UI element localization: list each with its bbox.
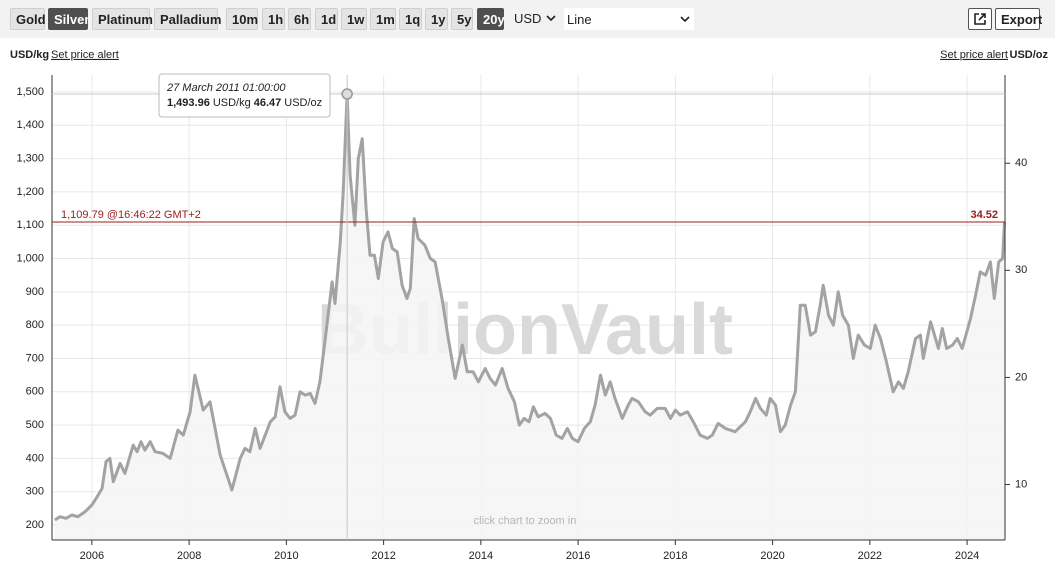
y-tick-label: 1,300: [16, 153, 44, 165]
tooltip-part: USD/oz: [284, 97, 322, 109]
y2-tick-label: 30: [1015, 264, 1027, 276]
y-tick-label: 1,400: [16, 119, 44, 131]
y-tick-label: 800: [26, 319, 44, 331]
left-unit: USD/kg: [10, 49, 49, 61]
y2-tick-label: 10: [1015, 478, 1027, 490]
currency-select[interactable]: USD: [513, 8, 559, 30]
x-tick-label: 2020: [760, 550, 784, 562]
x-tick-label: 2014: [469, 550, 493, 562]
metal-button[interactable]: Palladium: [154, 8, 221, 30]
zoom-hint: click chart to zoom in: [474, 515, 577, 527]
y-tick-label: 1,000: [16, 252, 44, 264]
range-button[interactable]: 10m: [226, 8, 258, 30]
y2-tick-label: 40: [1015, 157, 1027, 169]
range-button[interactable]: 20y: [477, 8, 505, 30]
y-tick-label: 1,200: [16, 186, 44, 198]
y-tick-label: 500: [26, 419, 44, 431]
open-external-button[interactable]: [968, 8, 992, 30]
right-unit: USD/oz: [1010, 49, 1049, 61]
area: [54, 94, 1005, 540]
x-tick-label: 2018: [663, 550, 687, 562]
x-tick-label: 2010: [274, 550, 298, 562]
metal-button[interactable]: Gold: [10, 8, 46, 30]
tooltip-part: 1,493.96: [167, 97, 210, 109]
price-alert-link[interactable]: Set price alert: [940, 49, 1008, 61]
chevron: [546, 15, 556, 22]
tooltip-date: 27 March 2011 01:00:00: [166, 82, 286, 94]
y-tick-label: 300: [26, 486, 44, 498]
y-tick-label: 1,100: [16, 219, 44, 231]
x-tick-label: 2006: [80, 550, 104, 562]
range-button[interactable]: 1y: [425, 8, 448, 30]
range-button[interactable]: 1h: [262, 8, 285, 30]
range-button[interactable]: 1d: [315, 8, 338, 30]
range-button[interactable]: 1m: [370, 8, 396, 30]
chevron: [680, 16, 690, 23]
x-tick-label: 2022: [858, 550, 882, 562]
metal-button[interactable]: Platinum: [92, 8, 153, 30]
y-tick-label: 600: [26, 386, 44, 398]
range-button[interactable]: 1w: [341, 8, 367, 30]
tooltip-part: 46.47: [254, 97, 282, 109]
y-tick-label: 700: [26, 352, 44, 364]
external-icon: [974, 13, 986, 25]
current-price-oz-label: 34.52: [970, 209, 998, 221]
style-text: Line: [567, 12, 592, 27]
y-tick-label: 900: [26, 286, 44, 298]
metal-button[interactable]: Silver: [48, 8, 89, 30]
toolbar: Gold Silver Platinum Palladium 10m 1h 6h 1d 1w 1m…: [0, 0, 1055, 38]
current-price-label: 1,109.79 @16:46:22 GMT+2: [61, 209, 201, 221]
x-tick-label: 2008: [177, 550, 201, 562]
y-tick-label: 400: [26, 452, 44, 464]
export-button[interactable]: Export: [995, 8, 1042, 30]
y2-tick-label: 20: [1015, 371, 1027, 383]
range-button[interactable]: 1q: [399, 8, 422, 30]
range-button[interactable]: 5y: [451, 8, 473, 30]
y-tick-label: 200: [26, 519, 44, 531]
tooltip-box: [158, 73, 331, 118]
tooltip-values: 1,493.96 USD/kg 46.47 USD/oz: [167, 97, 322, 109]
x-tick-label: 2016: [566, 550, 590, 562]
currency-text: USD: [514, 11, 542, 26]
y-tick-label: 1,500: [16, 86, 44, 98]
tooltip-part: USD/kg: [213, 97, 251, 109]
hover-point: [341, 88, 353, 100]
x-tick-label: 2012: [371, 550, 395, 562]
x-tick-label: 2024: [955, 550, 979, 562]
range-button[interactable]: 6h: [288, 8, 311, 30]
price-alert-link[interactable]: Set price alert: [51, 49, 119, 61]
line: [54, 92, 1006, 522]
style-select[interactable]: Line: [564, 8, 694, 30]
